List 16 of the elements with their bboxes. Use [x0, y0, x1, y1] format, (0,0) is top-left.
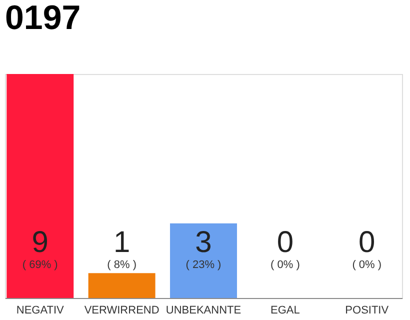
annotation: ( 8% ): [107, 259, 136, 271]
annotation: ( 23% ): [186, 259, 222, 271]
data-label: 1: [113, 226, 130, 259]
x-tick-label: VERWIRREND: [84, 304, 160, 316]
data-label: 0: [276, 226, 294, 259]
data-label: 9: [32, 226, 48, 259]
x-tick-label: NEGATIV: [16, 304, 65, 316]
annotation: ( 0% ): [352, 259, 382, 271]
x-tick-label: EGAL: [270, 304, 300, 316]
annotation: ( 0% ): [270, 259, 300, 271]
x-tick-label: POSITIV: [345, 304, 390, 316]
data-label: 0: [358, 226, 376, 259]
x-tick-label: UNBEKANNTE: [166, 304, 242, 316]
annotation: ( 69% ): [22, 259, 58, 271]
data-label: 3: [195, 226, 212, 259]
chart-title: 0197: [5, 0, 81, 37]
